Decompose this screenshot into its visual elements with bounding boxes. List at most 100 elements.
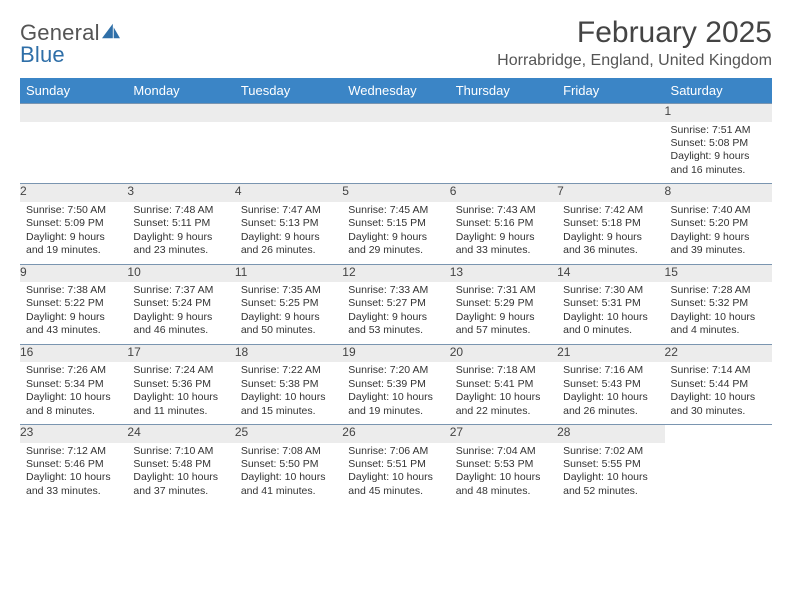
day-detail-cell: Sunrise: 7:45 AMSunset: 5:15 PMDaylight:…: [342, 202, 449, 264]
sunset-text: Sunset: 5:13 PM: [241, 217, 336, 230]
sunset-text: Sunset: 5:44 PM: [671, 378, 766, 391]
sunset-text: Sunset: 5:27 PM: [348, 297, 443, 310]
daylight-text-1: Daylight: 9 hours: [26, 231, 121, 244]
dayhead-mon: Monday: [127, 78, 234, 104]
sunrise-text: Sunrise: 7:42 AM: [563, 204, 658, 217]
sunrise-text: Sunrise: 7:47 AM: [241, 204, 336, 217]
sunrise-text: Sunrise: 7:43 AM: [456, 204, 551, 217]
daylight-text-1: Daylight: 9 hours: [348, 231, 443, 244]
daylight-text-1: Daylight: 9 hours: [241, 311, 336, 324]
daylight-text-1: Daylight: 9 hours: [456, 231, 551, 244]
daylight-text-2: and 23 minutes.: [133, 244, 228, 257]
day-detail-cell: Sunrise: 7:10 AMSunset: 5:48 PMDaylight:…: [127, 443, 234, 505]
daylight-text-1: Daylight: 10 hours: [563, 311, 658, 324]
daylight-text-2: and 11 minutes.: [133, 405, 228, 418]
sunrise-text: Sunrise: 7:22 AM: [241, 364, 336, 377]
day-detail-cell: Sunrise: 7:31 AMSunset: 5:29 PMDaylight:…: [450, 282, 557, 344]
day-number-cell: 18: [235, 344, 342, 362]
sunset-text: Sunset: 5:11 PM: [133, 217, 228, 230]
sunset-text: Sunset: 5:53 PM: [456, 458, 551, 471]
week-number-row: 2345678: [20, 184, 772, 202]
sunrise-text: Sunrise: 7:26 AM: [26, 364, 121, 377]
day-detail-cell: Sunrise: 7:47 AMSunset: 5:13 PMDaylight:…: [235, 202, 342, 264]
sunset-text: Sunset: 5:32 PM: [671, 297, 766, 310]
daylight-text-2: and 0 minutes.: [563, 324, 658, 337]
day-detail-cell: Sunrise: 7:04 AMSunset: 5:53 PMDaylight:…: [450, 443, 557, 505]
sunrise-text: Sunrise: 7:24 AM: [133, 364, 228, 377]
week-detail-row: Sunrise: 7:50 AMSunset: 5:09 PMDaylight:…: [20, 202, 772, 264]
sunrise-text: Sunrise: 7:16 AM: [563, 364, 658, 377]
day-number-cell: 22: [665, 344, 772, 362]
daylight-text-2: and 15 minutes.: [241, 405, 336, 418]
sunset-text: Sunset: 5:55 PM: [563, 458, 658, 471]
day-detail-cell: Sunrise: 7:42 AMSunset: 5:18 PMDaylight:…: [557, 202, 664, 264]
sail-icon: [100, 22, 122, 40]
sunset-text: Sunset: 5:16 PM: [456, 217, 551, 230]
day-detail-cell: Sunrise: 7:51 AMSunset: 5:08 PMDaylight:…: [665, 122, 772, 184]
day-detail-cell: Sunrise: 7:28 AMSunset: 5:32 PMDaylight:…: [665, 282, 772, 344]
day-header-row: Sunday Monday Tuesday Wednesday Thursday…: [20, 78, 772, 104]
title-block: February 2025 Horrabridge, England, Unit…: [497, 16, 772, 70]
sunrise-text: Sunrise: 7:30 AM: [563, 284, 658, 297]
logo: General Blue: [20, 22, 122, 66]
day-number-cell: 7: [557, 184, 664, 202]
day-detail-cell: [450, 122, 557, 184]
day-number-cell: 19: [342, 344, 449, 362]
sunrise-text: Sunrise: 7:31 AM: [456, 284, 551, 297]
week-detail-row: Sunrise: 7:51 AMSunset: 5:08 PMDaylight:…: [20, 122, 772, 184]
daylight-text-1: Daylight: 10 hours: [26, 391, 121, 404]
day-detail-cell: Sunrise: 7:30 AMSunset: 5:31 PMDaylight:…: [557, 282, 664, 344]
sunrise-text: Sunrise: 7:20 AM: [348, 364, 443, 377]
day-detail-cell: Sunrise: 7:26 AMSunset: 5:34 PMDaylight:…: [20, 362, 127, 424]
daylight-text-1: Daylight: 9 hours: [671, 231, 766, 244]
sunrise-text: Sunrise: 7:06 AM: [348, 445, 443, 458]
sunrise-text: Sunrise: 7:48 AM: [133, 204, 228, 217]
sunset-text: Sunset: 5:29 PM: [456, 297, 551, 310]
sunrise-text: Sunrise: 7:45 AM: [348, 204, 443, 217]
sunset-text: Sunset: 5:38 PM: [241, 378, 336, 391]
sunrise-text: Sunrise: 7:38 AM: [26, 284, 121, 297]
week-number-row: 232425262728: [20, 425, 772, 443]
day-number-cell: 13: [450, 264, 557, 282]
calendar-table: Sunday Monday Tuesday Wednesday Thursday…: [20, 78, 772, 504]
sunrise-text: Sunrise: 7:04 AM: [456, 445, 551, 458]
sunset-text: Sunset: 5:08 PM: [671, 137, 766, 150]
daylight-text-2: and 53 minutes.: [348, 324, 443, 337]
day-detail-cell: Sunrise: 7:16 AMSunset: 5:43 PMDaylight:…: [557, 362, 664, 424]
sunset-text: Sunset: 5:50 PM: [241, 458, 336, 471]
daylight-text-1: Daylight: 10 hours: [241, 391, 336, 404]
sunset-text: Sunset: 5:43 PM: [563, 378, 658, 391]
week-detail-row: Sunrise: 7:12 AMSunset: 5:46 PMDaylight:…: [20, 443, 772, 505]
sunset-text: Sunset: 5:09 PM: [26, 217, 121, 230]
day-number-cell: 17: [127, 344, 234, 362]
sunrise-text: Sunrise: 7:08 AM: [241, 445, 336, 458]
sunrise-text: Sunrise: 7:10 AM: [133, 445, 228, 458]
sunset-text: Sunset: 5:31 PM: [563, 297, 658, 310]
day-detail-cell: [127, 122, 234, 184]
day-number-cell: 8: [665, 184, 772, 202]
day-number-cell: 2: [20, 184, 127, 202]
dayhead-thu: Thursday: [450, 78, 557, 104]
month-title: February 2025: [497, 16, 772, 50]
day-number-cell: 10: [127, 264, 234, 282]
day-number-cell: [235, 104, 342, 122]
sunrise-text: Sunrise: 7:28 AM: [671, 284, 766, 297]
daylight-text-1: Daylight: 10 hours: [671, 311, 766, 324]
day-detail-cell: Sunrise: 7:35 AMSunset: 5:25 PMDaylight:…: [235, 282, 342, 344]
sunrise-text: Sunrise: 7:02 AM: [563, 445, 658, 458]
daylight-text-2: and 33 minutes.: [456, 244, 551, 257]
sunset-text: Sunset: 5:18 PM: [563, 217, 658, 230]
day-number-cell: 15: [665, 264, 772, 282]
day-number-cell: 21: [557, 344, 664, 362]
sunrise-text: Sunrise: 7:12 AM: [26, 445, 121, 458]
daylight-text-2: and 19 minutes.: [348, 405, 443, 418]
day-number-cell: 26: [342, 425, 449, 443]
day-number-cell: 25: [235, 425, 342, 443]
day-number-cell: 23: [20, 425, 127, 443]
daylight-text-2: and 30 minutes.: [671, 405, 766, 418]
day-detail-cell: Sunrise: 7:33 AMSunset: 5:27 PMDaylight:…: [342, 282, 449, 344]
sunset-text: Sunset: 5:22 PM: [26, 297, 121, 310]
daylight-text-1: Daylight: 10 hours: [241, 471, 336, 484]
daylight-text-2: and 50 minutes.: [241, 324, 336, 337]
sunset-text: Sunset: 5:20 PM: [671, 217, 766, 230]
